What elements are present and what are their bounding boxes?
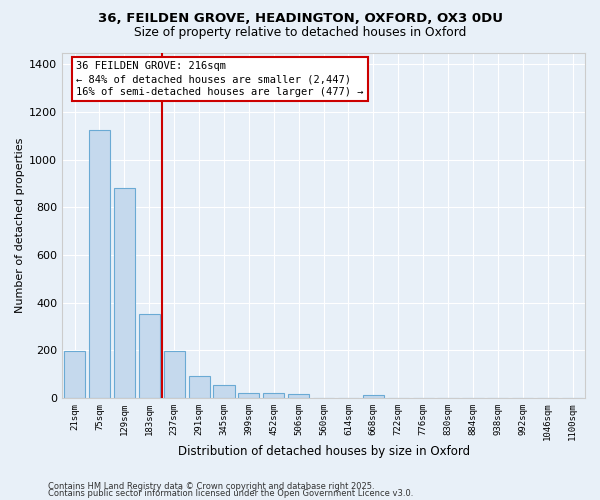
- Bar: [238, 392, 259, 398]
- Bar: [363, 395, 384, 398]
- Bar: [164, 352, 185, 398]
- Bar: [214, 384, 235, 398]
- X-axis label: Distribution of detached houses by size in Oxford: Distribution of detached houses by size …: [178, 444, 470, 458]
- Bar: [188, 376, 209, 398]
- Text: 36 FEILDEN GROVE: 216sqm
← 84% of detached houses are smaller (2,447)
16% of sem: 36 FEILDEN GROVE: 216sqm ← 84% of detach…: [76, 61, 364, 97]
- Y-axis label: Number of detached properties: Number of detached properties: [15, 138, 25, 313]
- Text: Contains HM Land Registry data © Crown copyright and database right 2025.: Contains HM Land Registry data © Crown c…: [48, 482, 374, 491]
- Title: 36, FEILDEN GROVE, HEADINGTON, OXFORD, OX3 0DU
Size of property relative to deta: 36, FEILDEN GROVE, HEADINGTON, OXFORD, O…: [0, 499, 1, 500]
- Text: Contains public sector information licensed under the Open Government Licence v3: Contains public sector information licen…: [48, 490, 413, 498]
- Bar: [263, 393, 284, 398]
- Bar: [139, 314, 160, 398]
- Bar: [114, 188, 135, 398]
- Bar: [64, 352, 85, 398]
- Bar: [89, 130, 110, 398]
- Text: Size of property relative to detached houses in Oxford: Size of property relative to detached ho…: [134, 26, 466, 39]
- Text: 36, FEILDEN GROVE, HEADINGTON, OXFORD, OX3 0DU: 36, FEILDEN GROVE, HEADINGTON, OXFORD, O…: [97, 12, 503, 26]
- Bar: [288, 394, 309, 398]
